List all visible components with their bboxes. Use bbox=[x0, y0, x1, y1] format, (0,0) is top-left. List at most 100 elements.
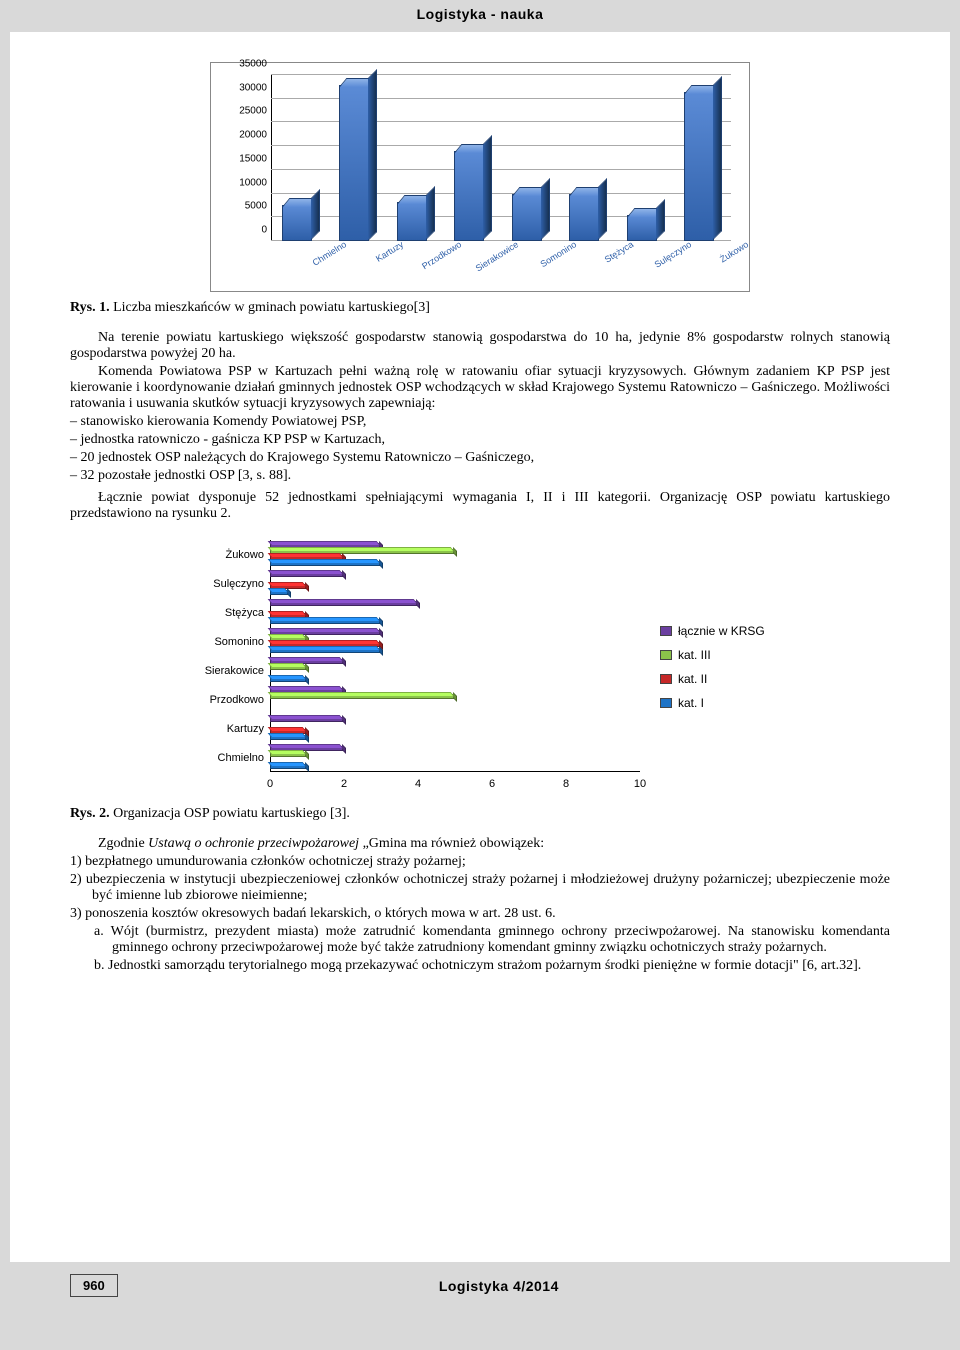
lower-lead-rest: „Gmina ma również obowiązek: bbox=[363, 836, 545, 851]
chart1-bar bbox=[512, 194, 542, 241]
chart1-ytick: 5000 bbox=[221, 201, 267, 212]
chart2-xaxis bbox=[270, 771, 640, 772]
fig1-caption: Rys. 1. Liczba mieszkańców w gminach pow… bbox=[70, 300, 890, 316]
chart2-xtick: 0 bbox=[267, 778, 273, 790]
chart2-ylabel: Stężyca bbox=[174, 607, 264, 619]
chart2-xtick: 6 bbox=[489, 778, 495, 790]
lower-lead-italic: Ustawą o ochronie przeciwpożarowej bbox=[148, 836, 362, 851]
chart1-xlabel: Sierakowice bbox=[464, 239, 520, 279]
legend-swatch bbox=[660, 698, 672, 708]
chart1-bar bbox=[454, 151, 484, 241]
chart2-bar bbox=[270, 752, 307, 757]
fig2-caption-text: Organizacja OSP powiatu kartuskiego [3]. bbox=[110, 806, 350, 821]
list-item: 3) ponoszenia kosztów okresowych badań l… bbox=[70, 906, 890, 922]
chart2-ylabel: Przodkowo bbox=[174, 694, 264, 706]
page: Logistyka - nauka 0 5000 10000 15000 20000 25… bbox=[0, 0, 960, 1311]
list-item: jednostka ratowniczo - gaśnicza KP PSP w… bbox=[70, 432, 890, 448]
chart1-ytick: 15000 bbox=[221, 153, 267, 164]
list-item: 2) ubezpieczenia w instytucji ubezpiecze… bbox=[70, 872, 890, 904]
chart1-xlabel: Kartuzy bbox=[349, 239, 405, 279]
list-item: b. Jednostki samorządu terytorialnego mo… bbox=[94, 958, 890, 974]
chart2-bar bbox=[270, 677, 307, 682]
list-item: 32 pozostałe jednostki OSP [3, s. 88]. bbox=[70, 468, 890, 484]
legend-label: kat. III bbox=[678, 648, 711, 662]
chart2-legend: łącznie w KRSG kat. III kat. II kat. I bbox=[660, 614, 790, 720]
sub-list: a. Wójt (burmistrz, prezydent miasta) mo… bbox=[70, 924, 890, 974]
legend-label: łącznie w KRSG bbox=[678, 624, 765, 638]
chart2-bar bbox=[270, 619, 381, 624]
fig1-caption-text: Liczba mieszkańców w gminach powiatu kar… bbox=[110, 300, 430, 315]
legend-item: łącznie w KRSG bbox=[660, 624, 790, 638]
chart1-wrap: 0 5000 10000 15000 20000 25000 30000 35000 Chmie… bbox=[70, 62, 890, 292]
chart1-xlabel: Stężyca bbox=[579, 239, 635, 279]
chart1-xlabel: Przodkowo bbox=[407, 239, 463, 279]
chart1-plot: 05000100001500020000250003000035000Chmie… bbox=[271, 75, 731, 241]
chart1-ytick: 0 bbox=[221, 225, 267, 236]
chart1: 0 5000 10000 15000 20000 25000 30000 35000 Chmie… bbox=[210, 62, 750, 292]
chart1-bar bbox=[627, 215, 657, 241]
legend-label: kat. II bbox=[678, 672, 707, 686]
chart2-bar bbox=[270, 590, 289, 595]
legend-swatch bbox=[660, 626, 672, 636]
chart1-ytick: 20000 bbox=[221, 130, 267, 141]
legend-label: kat. I bbox=[678, 696, 704, 710]
list-item: 1) bezpłatnego umundurowania członków oc… bbox=[70, 854, 890, 870]
chart2-xtick: 10 bbox=[634, 778, 646, 790]
chart2-bar bbox=[270, 694, 455, 699]
chart2-bar bbox=[270, 601, 418, 606]
body-para-1: Na terenie powiatu kartuskiego większość… bbox=[70, 330, 890, 362]
chart2-bar bbox=[270, 561, 381, 566]
fig2-caption-bold: Rys. 2. bbox=[70, 806, 110, 821]
body-para-2: Komenda Powiatowa PSP w Kartuzach pełni … bbox=[70, 364, 890, 412]
dash-list: stanowisko kierowania Komendy Powiatowej… bbox=[70, 414, 890, 484]
chart1-ytick: 30000 bbox=[221, 82, 267, 93]
chart2-ylabel: Chmielno bbox=[174, 752, 264, 764]
legend-item: kat. III bbox=[660, 648, 790, 662]
legend-item: kat. I bbox=[660, 696, 790, 710]
chart2-ylabel: Żukowo bbox=[174, 549, 264, 561]
chart2-ylabel: Sierakowice bbox=[174, 665, 264, 677]
journal-issue: Logistyka 4/2014 bbox=[439, 1278, 559, 1294]
chart1-xlabel: Żukowo bbox=[694, 239, 750, 279]
chart2-bar bbox=[270, 665, 307, 670]
lower-lead: Zgodnie Ustawą o ochronie przeciwpożarow… bbox=[70, 836, 890, 852]
chart1-bar bbox=[397, 202, 427, 241]
chart2-bar bbox=[270, 648, 381, 653]
chart1-ytick: 25000 bbox=[221, 106, 267, 117]
legend-swatch bbox=[660, 674, 672, 684]
chart1-bar bbox=[282, 205, 312, 241]
chart2: 0246810ŻukowoSulęczynoStężycaSomoninoSie… bbox=[170, 534, 790, 804]
chart1-bar bbox=[339, 85, 369, 242]
chart2-xtick: 4 bbox=[415, 778, 421, 790]
numbered-list: 1) bezpłatnego umundurowania członków oc… bbox=[70, 854, 890, 922]
chart2-wrap: 0246810ŻukowoSulęczynoStężycaSomoninoSie… bbox=[70, 534, 890, 804]
fig2-caption: Rys. 2. Organizacja OSP powiatu kartuski… bbox=[70, 806, 890, 822]
list-item: a. Wójt (burmistrz, prezydent miasta) mo… bbox=[94, 924, 890, 956]
chart1-bar bbox=[684, 92, 714, 241]
header-title: Logistyka - nauka bbox=[0, 0, 960, 32]
chart1-ytick: 35000 bbox=[221, 59, 267, 70]
legend-swatch bbox=[660, 650, 672, 660]
chart1-xlabel: Chmielno bbox=[292, 239, 348, 279]
chart2-bar bbox=[270, 764, 307, 769]
chart2-bar bbox=[270, 572, 344, 577]
chart2-plot: 0246810ŻukowoSulęczynoStężycaSomoninoSie… bbox=[270, 540, 640, 772]
chart2-ylabel: Sulęczyno bbox=[174, 578, 264, 590]
list-item: 20 jednostek OSP należących do Krajowego… bbox=[70, 450, 890, 466]
chart2-ylabel: Somonino bbox=[174, 636, 264, 648]
chart1-bar bbox=[569, 194, 599, 241]
chart1-xlabel: Somonino bbox=[522, 239, 578, 279]
chart2-bar bbox=[270, 717, 344, 722]
chart1-xlabel: Sulęczyno bbox=[637, 239, 693, 279]
chart1-ytick: 10000 bbox=[221, 177, 267, 188]
lower-lead-prefix: Zgodnie bbox=[98, 836, 148, 851]
body-para-3: Łącznie powiat dysponuje 52 jednostkami … bbox=[70, 490, 890, 522]
legend-item: kat. II bbox=[660, 672, 790, 686]
chart2-xtick: 8 bbox=[563, 778, 569, 790]
chart2-bar bbox=[270, 735, 307, 740]
chart2-ylabel: Kartuzy bbox=[174, 723, 264, 735]
list-item: stanowisko kierowania Komendy Powiatowej… bbox=[70, 414, 890, 430]
footer: 960 Logistyka 4/2014 bbox=[0, 1262, 960, 1311]
page-number: 960 bbox=[70, 1274, 118, 1297]
fig1-caption-bold: Rys. 1. bbox=[70, 300, 110, 315]
